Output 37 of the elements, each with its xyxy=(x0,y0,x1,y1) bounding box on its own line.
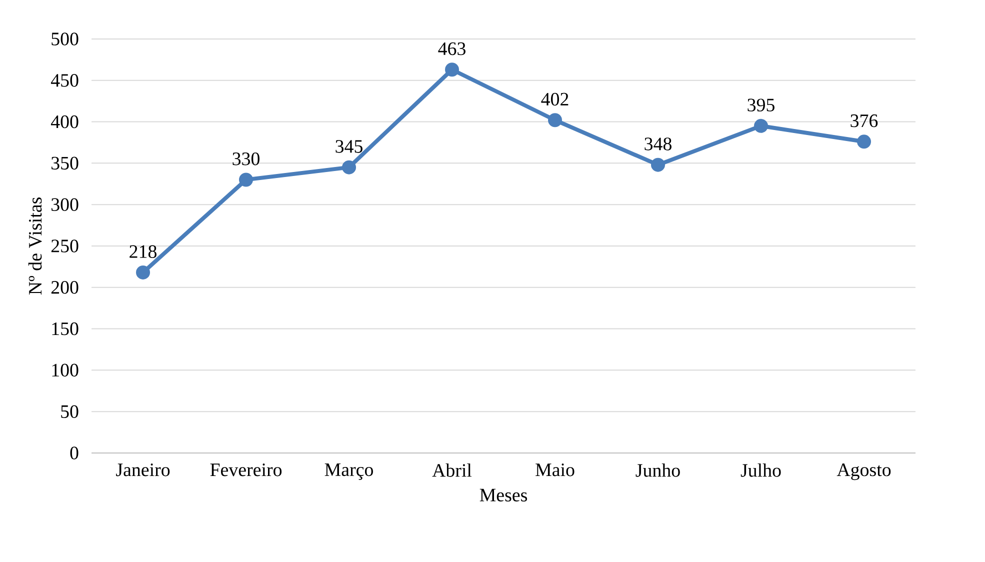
y-tick-label: 450 xyxy=(50,74,78,87)
y-tick-label: 50 xyxy=(61,405,78,418)
data-label: 348 xyxy=(644,138,672,150)
x-tick-label: Fevereiro xyxy=(210,463,282,476)
point xyxy=(754,118,768,133)
point xyxy=(445,62,460,77)
x-axis-title: Meses xyxy=(480,488,528,502)
y-tick-label: 350 xyxy=(52,156,78,170)
y-tick-label: 100 xyxy=(52,364,78,377)
data-label: 463 xyxy=(438,42,466,56)
data-label: 218 xyxy=(130,245,156,258)
x-tick-label: Julho xyxy=(740,464,781,477)
y-tick-label: 0 xyxy=(70,446,78,460)
point xyxy=(342,160,356,174)
y-tick-label: 250 xyxy=(51,240,78,252)
point xyxy=(548,113,562,128)
data-label: 376 xyxy=(850,114,878,128)
x-tick-label: Agosto xyxy=(836,464,891,480)
x-tick-label: Maio xyxy=(536,463,574,476)
y-tick-label: 400 xyxy=(50,115,78,128)
x-tick-label: Abril xyxy=(432,464,472,477)
data-label: 395 xyxy=(748,98,774,112)
data-label: 345 xyxy=(336,140,362,153)
x-tick-label: Junho xyxy=(636,464,680,477)
y-tick-label: 500 xyxy=(52,32,78,46)
point xyxy=(136,265,150,280)
y-tick-label: 200 xyxy=(51,281,78,294)
x-tick-label: Março xyxy=(324,463,373,480)
point xyxy=(857,134,872,149)
data-label: 330 xyxy=(232,152,260,166)
point xyxy=(239,172,254,187)
y-tick-label: 150 xyxy=(52,322,78,336)
y-axis-title: Nº de Visitas xyxy=(28,198,42,295)
data-label: 402 xyxy=(541,92,568,106)
point xyxy=(651,158,666,172)
y-tick-label: 300 xyxy=(52,198,78,211)
x-tick-label: Janeiro xyxy=(116,463,170,476)
